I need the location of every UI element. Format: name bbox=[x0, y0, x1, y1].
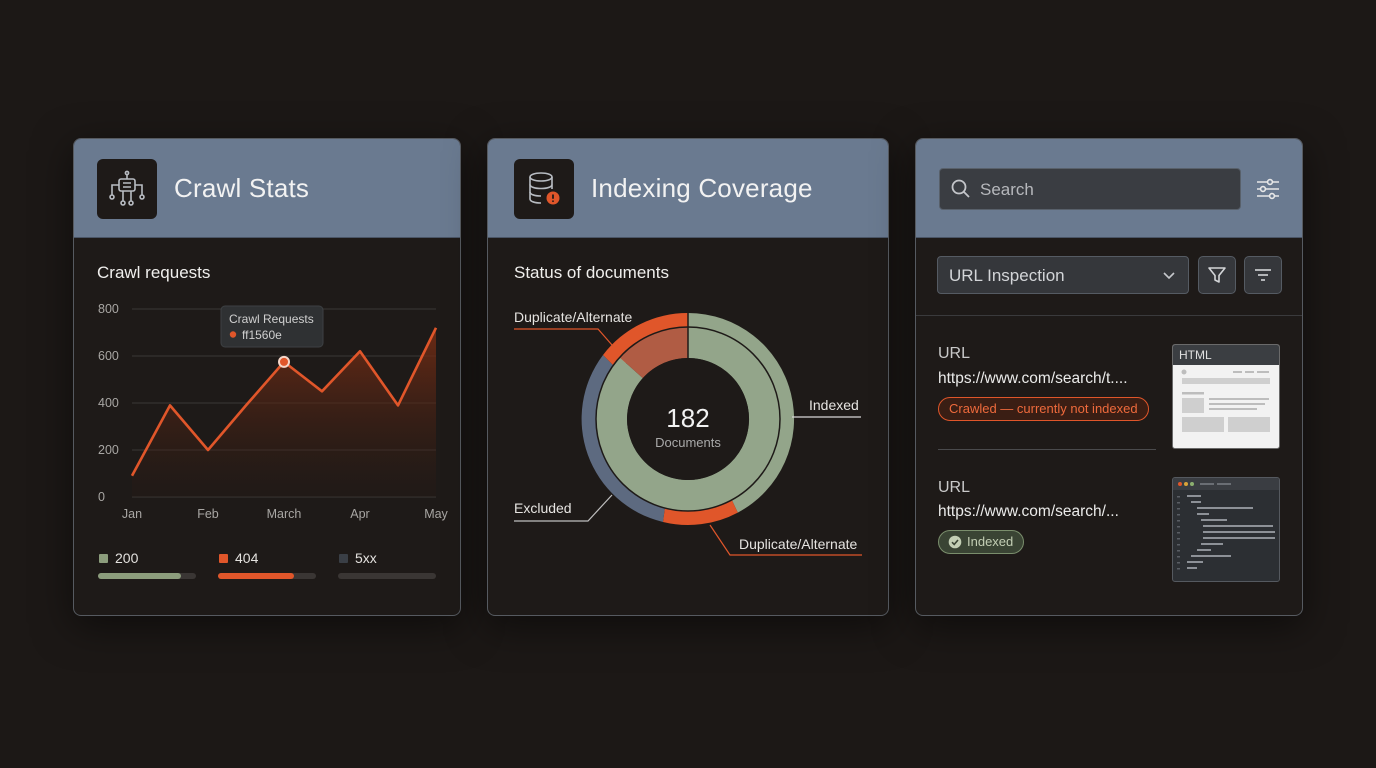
filter-button[interactable] bbox=[1198, 256, 1236, 294]
crawl-requests-chart: 800 600 400 200 0 Jan Feb March Apr May Crawl Re… bbox=[98, 302, 449, 521]
search-placeholder: Search bbox=[980, 180, 1034, 199]
indexing-coverage-card: Indexing Coverage Status of documents 18… bbox=[487, 138, 889, 616]
crawl-stats-header: Crawl Stats bbox=[74, 139, 460, 238]
result-2-status-text: Indexed bbox=[938, 530, 1025, 554]
tooltip-swatch bbox=[229, 331, 237, 338]
result-1-url[interactable]: https://www.com/search/t.... bbox=[938, 370, 1128, 387]
legend-bar-404 bbox=[218, 573, 316, 579]
legend-bar-200 bbox=[98, 573, 196, 579]
database-warning-icon bbox=[514, 159, 574, 219]
label-duplicate-top: Duplicate/Alternate bbox=[514, 309, 633, 325]
select-value: URL Inspection bbox=[949, 266, 1065, 285]
legend-label-200: 200 bbox=[115, 550, 139, 566]
donut-inner-duplicate bbox=[619, 327, 688, 379]
crawl-stats-title: Crawl Stats bbox=[174, 173, 310, 203]
legend-label-404: 404 bbox=[235, 550, 259, 566]
y-tick-label: 600 bbox=[98, 349, 119, 363]
legend-item-5xx: 5xx bbox=[338, 549, 436, 579]
label-excluded: Excluded bbox=[514, 500, 572, 516]
html-page-preview bbox=[1181, 369, 1270, 432]
legend-fill-200 bbox=[98, 573, 182, 579]
sort-lines-icon bbox=[1255, 269, 1271, 281]
x-tick-label: May bbox=[424, 507, 448, 521]
x-tick-label: Apr bbox=[350, 507, 369, 521]
crawl-requests-label: Crawl requests bbox=[97, 263, 211, 282]
x-tick-label: Jan bbox=[122, 507, 142, 521]
legend-item-200: 200 bbox=[98, 549, 196, 579]
url-inspection-header: Search bbox=[916, 139, 1302, 238]
robot-crawler-icon bbox=[97, 159, 157, 219]
tooltip-title: Crawl Requests bbox=[229, 312, 314, 326]
legend-swatch-200 bbox=[99, 554, 108, 563]
url-inspection-select[interactable]: URL Inspection bbox=[937, 256, 1189, 294]
y-tick-label: 200 bbox=[98, 443, 119, 457]
thumbnail-html-label: HTML bbox=[1179, 348, 1212, 362]
legend-fill-404 bbox=[218, 573, 295, 579]
y-tick-label: 0 bbox=[98, 490, 105, 504]
search-icon bbox=[951, 179, 970, 198]
search-input[interactable]: Search bbox=[939, 168, 1241, 210]
status-of-documents-label: Status of documents bbox=[514, 263, 669, 282]
legend-item-404: 404 bbox=[218, 549, 316, 579]
code-editor-preview bbox=[1173, 478, 1279, 570]
chart-tooltip: Crawl Requests ff1560e bbox=[220, 305, 324, 348]
sort-button[interactable] bbox=[1244, 256, 1282, 294]
donut-center-label: Documents bbox=[655, 435, 721, 450]
result-2-url[interactable]: https://www.com/search/... bbox=[938, 503, 1119, 520]
thumbnail-header: HTML bbox=[1173, 345, 1279, 365]
indexing-coverage-header: Indexing Coverage bbox=[488, 139, 888, 238]
indexing-coverage-title: Indexing Coverage bbox=[591, 173, 813, 203]
sliders-icon bbox=[1257, 178, 1279, 200]
label-duplicate-bottom: Duplicate/Alternate bbox=[739, 536, 858, 552]
chart-highlight-point bbox=[278, 355, 290, 368]
url-inspection-card: Search URL Inspection URL https://www.co… bbox=[915, 138, 1303, 616]
filter-icon bbox=[1208, 267, 1226, 283]
coverage-donut-chart: 182 Documents Duplicate/Alternate Indexe… bbox=[514, 309, 862, 556]
chart-area-fill bbox=[132, 327, 436, 497]
x-tick-label: Feb bbox=[197, 507, 219, 521]
x-tick-label: March bbox=[267, 507, 302, 521]
y-tick-label: 800 bbox=[98, 302, 119, 316]
results-divider bbox=[916, 315, 1302, 316]
legend-label-5xx: 5xx bbox=[355, 550, 377, 566]
result-2-label: URL bbox=[938, 479, 971, 496]
result-1-html-thumbnail[interactable]: HTML bbox=[1172, 344, 1280, 449]
label-indexed: Indexed bbox=[809, 397, 859, 413]
settings-button[interactable] bbox=[1254, 177, 1282, 201]
donut-center-value: 182 bbox=[666, 403, 709, 433]
legend-bar-5xx bbox=[338, 573, 436, 579]
chevron-down-icon bbox=[1163, 272, 1175, 280]
result-divider bbox=[938, 449, 1156, 450]
legend-swatch-5xx bbox=[339, 554, 348, 563]
donut-inner-indexed bbox=[596, 326, 781, 511]
result-2-code-thumbnail[interactable] bbox=[1172, 477, 1280, 582]
tooltip-value: ff1560e bbox=[242, 328, 282, 342]
crawl-stats-card: Crawl Stats Crawl requests 800 600 400 200 0… bbox=[73, 138, 461, 616]
result-1-label: URL bbox=[938, 345, 971, 362]
y-tick-label: 400 bbox=[98, 396, 119, 410]
check-circle-icon bbox=[948, 535, 962, 549]
legend-swatch-404 bbox=[219, 554, 228, 563]
result-1-status-badge: Crawled — currently not indexed bbox=[938, 397, 1149, 421]
